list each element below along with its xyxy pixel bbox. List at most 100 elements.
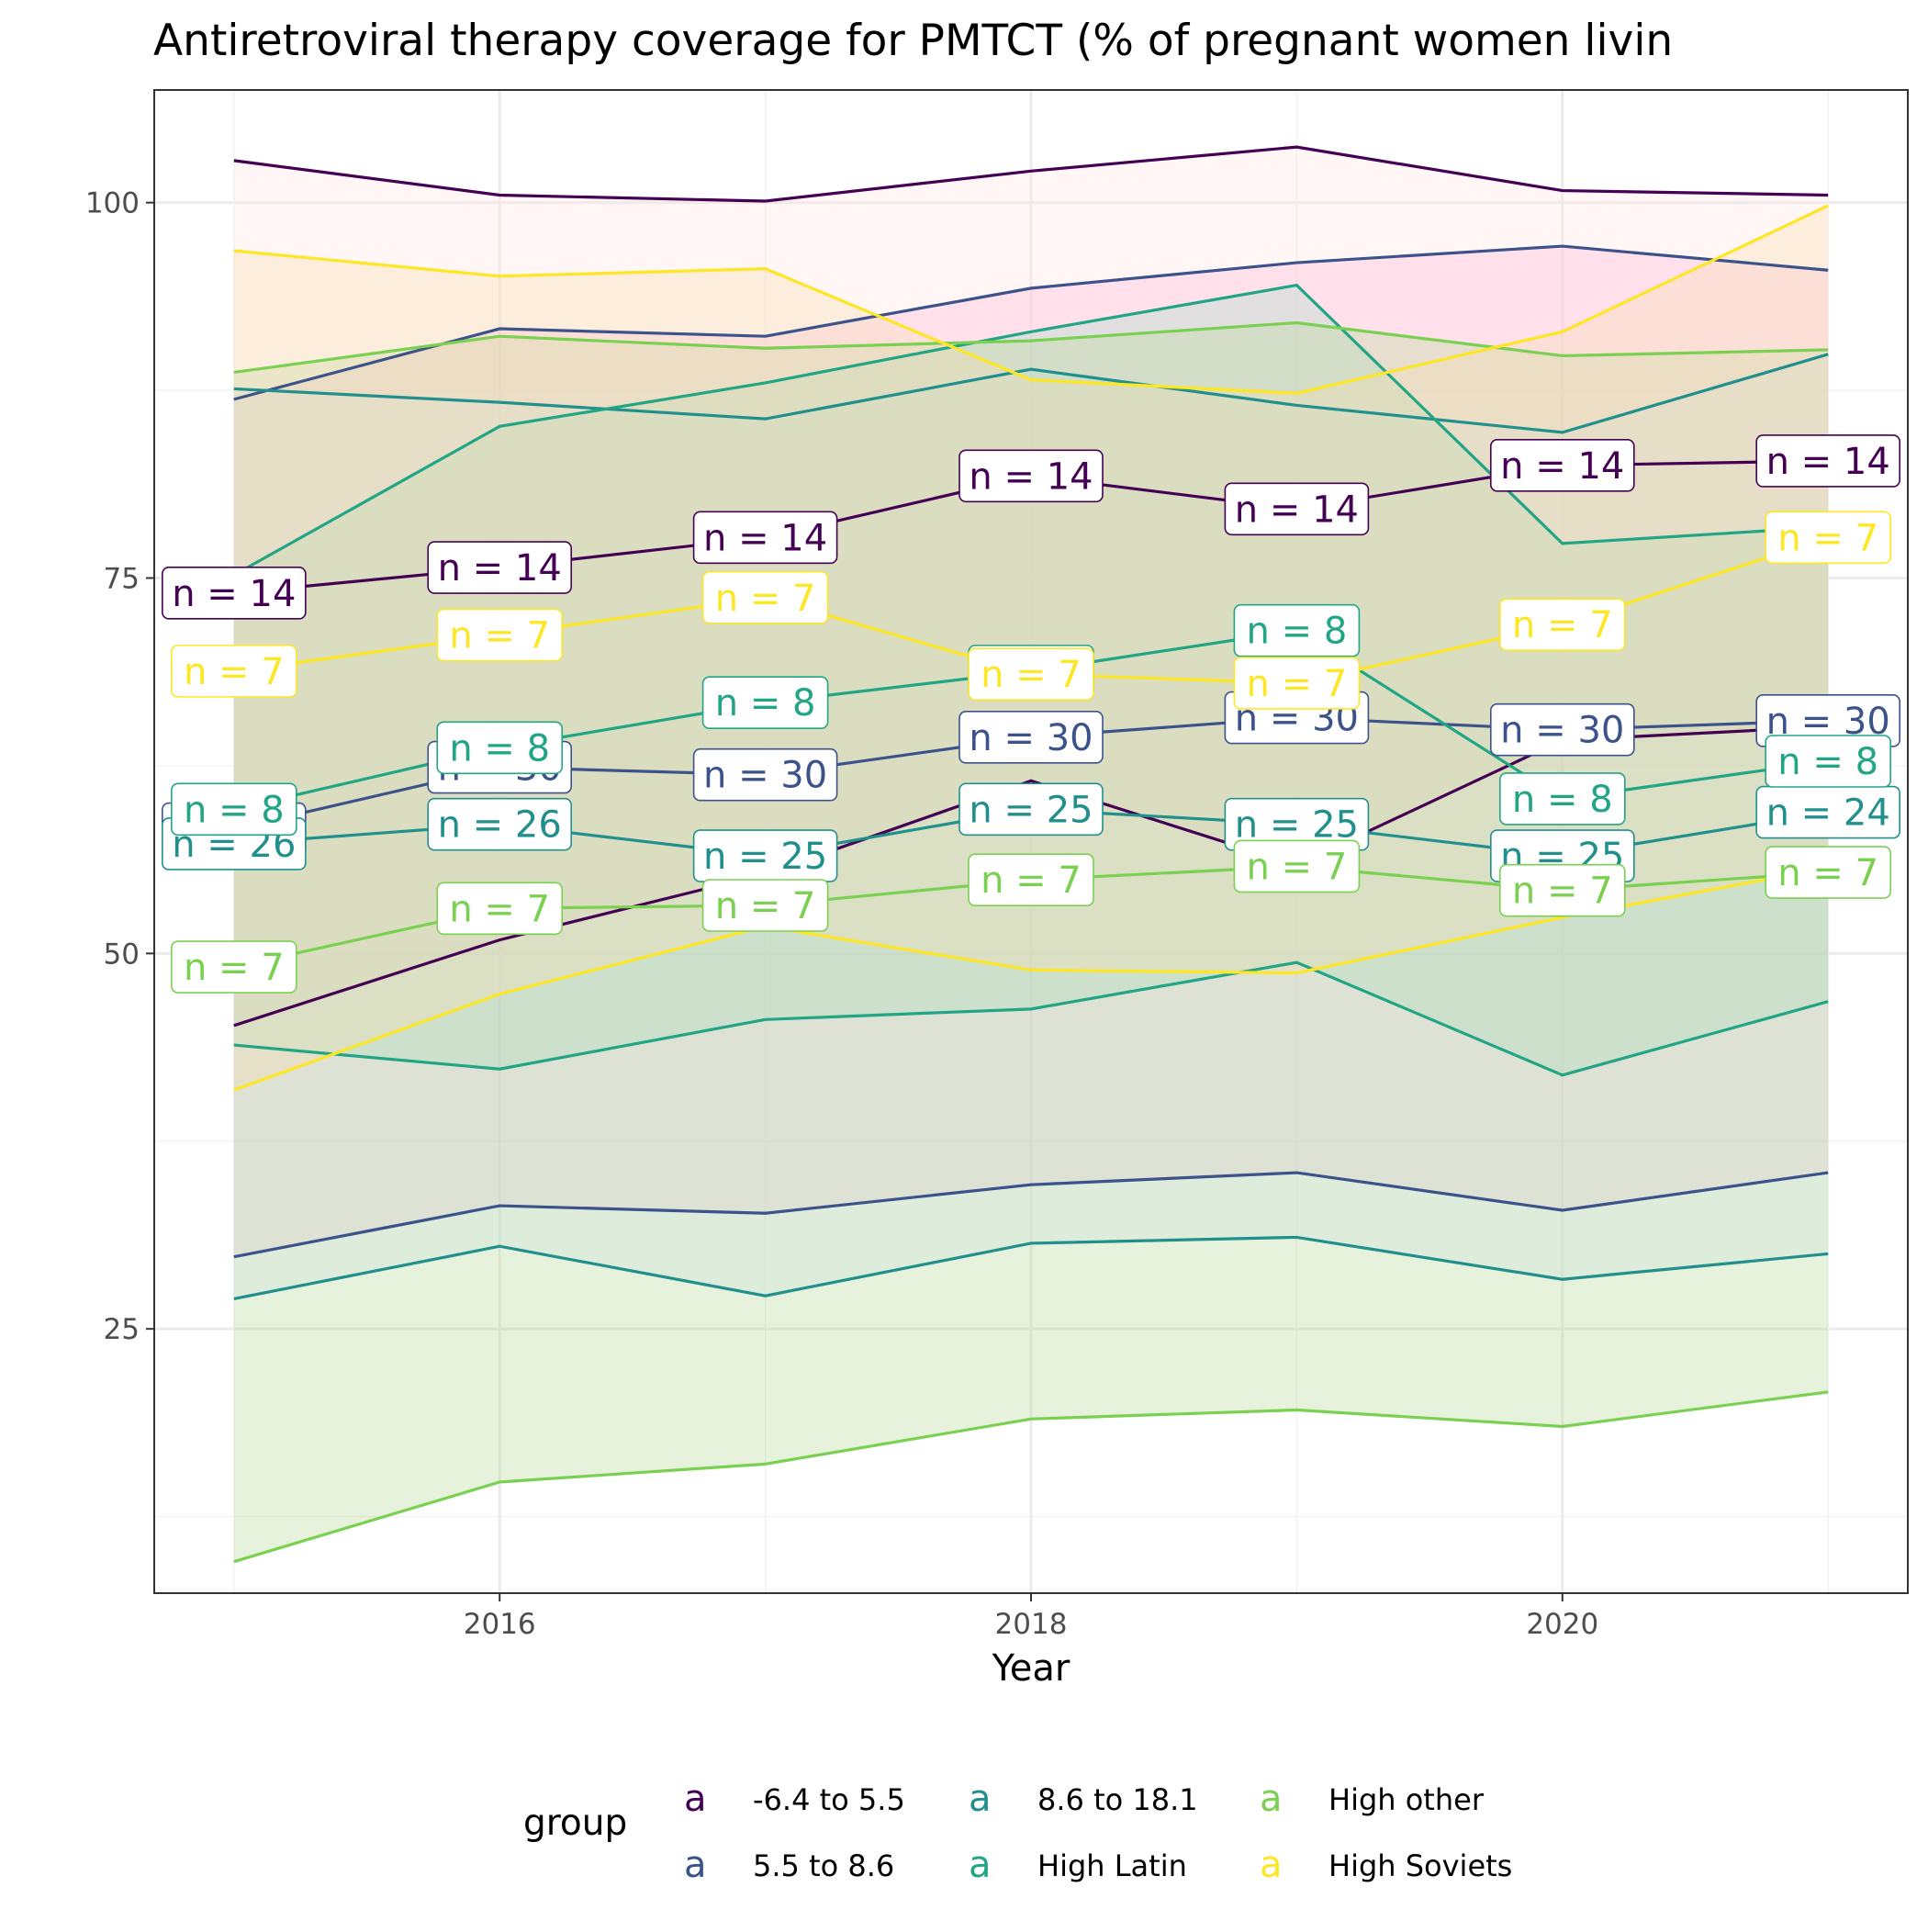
legend-key: a: [1260, 1778, 1283, 1820]
data-label-box: [692, 747, 838, 802]
data-label: n = 7: [968, 647, 1094, 701]
data-label: n = 25: [958, 782, 1104, 837]
data-label-text: n = 30: [1500, 710, 1624, 752]
data-label-text: n = 8: [1247, 611, 1348, 653]
x-tick-label: 2020: [1526, 1608, 1598, 1641]
x-tick-label: 2016: [464, 1608, 536, 1641]
legend-label: High Soviets: [1328, 1848, 1512, 1883]
data-label: n = 8: [1765, 735, 1891, 788]
data-label-text: n = 26: [438, 804, 562, 847]
data-label-text: n = 25: [1235, 804, 1359, 847]
legend-item: a 8.6 to 18.1: [969, 1778, 1198, 1820]
data-label: n = 14: [427, 541, 573, 594]
series-line-upper-High Latin: [233, 283, 1829, 577]
legend-label: High Latin: [1037, 1848, 1187, 1883]
legend-label: 8.6 to 18.1: [1037, 1782, 1198, 1817]
data-label-box: [436, 882, 564, 936]
legend-title: group: [523, 1803, 627, 1844]
series-line-upper-5.5 to 8.6: [233, 244, 1829, 401]
data-label-box: [1498, 863, 1626, 917]
data-label-box: [1489, 439, 1635, 492]
data-label-text: n = 14: [1235, 489, 1359, 531]
data-label: n = 25: [1224, 797, 1370, 851]
legend-key: a: [969, 1778, 992, 1820]
data-label-text: n = 24: [1766, 792, 1890, 835]
data-label: n = 30: [958, 711, 1104, 764]
data-label-box: [1233, 603, 1361, 657]
data-label: n = 7: [436, 882, 564, 936]
data-label-box: [436, 608, 564, 662]
data-label-box: [968, 853, 1094, 907]
data-label-text: n = 14: [1500, 445, 1624, 488]
data-label-box: [1233, 839, 1361, 893]
series-line-lower-High Latin: [233, 960, 1829, 1077]
data-label: n = 14: [692, 511, 838, 565]
data-label-box: [171, 782, 297, 837]
legend-key: a: [684, 1844, 707, 1886]
legend-items: a -6.4 to 5.5 a 5.5 to 8.6 a 8.6 to 18.1 a High…: [684, 1778, 1512, 1886]
data-label-text: n = 7: [1512, 604, 1613, 646]
ribbon-High other: [233, 322, 1829, 1562]
data-label: n = 25: [692, 829, 838, 882]
data-label-text: n = 30: [703, 755, 827, 797]
data-label-box: [1489, 702, 1635, 757]
data-label: n = 8: [701, 676, 829, 730]
data-label-text: n = 7: [1777, 852, 1878, 894]
x-axis-title: Year: [992, 1647, 1070, 1690]
legend-label: 5.5 to 8.6: [753, 1848, 894, 1883]
data-label-text: n = 25: [703, 836, 827, 878]
data-label-text: n = 14: [1766, 441, 1890, 483]
data-label-box: [701, 879, 829, 932]
data-label-box: [701, 676, 829, 730]
y-tick-label: 50: [104, 938, 140, 971]
data-label-text: n = 8: [1512, 779, 1613, 821]
data-label-text: n = 14: [438, 547, 562, 590]
data-label-box: [1224, 482, 1370, 536]
data-label: n = 24: [1755, 785, 1900, 839]
data-label: n = 7: [701, 879, 829, 932]
data-label: n = 14: [1489, 439, 1635, 492]
series-line-lower-8.6 to 18.1: [233, 1235, 1829, 1301]
data-label-text: n = 7: [1247, 663, 1348, 705]
data-label: n = 14: [958, 449, 1104, 503]
data-label-text: n = 7: [715, 578, 816, 620]
data-label-text: n = 7: [449, 888, 550, 930]
data-label-text: n = 8: [1777, 741, 1878, 783]
legend-key: a: [684, 1778, 707, 1820]
data-label: n = 7: [436, 608, 564, 662]
data-label: n = 30: [1489, 702, 1635, 757]
series-line-upper-High Soviets: [233, 204, 1829, 395]
data-label-box: [1755, 434, 1900, 488]
axis-layer: 25 50 75 100 2016 2018 2020: [85, 187, 1598, 1641]
data-label-text: n = 7: [449, 615, 550, 657]
legend-key: a: [1260, 1844, 1283, 1886]
data-label-text: n = 7: [715, 885, 816, 927]
data-label-box: [1765, 735, 1891, 788]
legend: group a -6.4 to 5.5 a 5.5 to 8.6 a 8.6 to 18.…: [523, 1778, 1512, 1886]
x-tick-label: 2018: [995, 1608, 1068, 1641]
data-label-box: [958, 449, 1104, 503]
data-label: n = 8: [436, 721, 564, 775]
data-label-box: [171, 645, 297, 698]
data-label-layer: n = 14 n = 14 n = 14 n = 14 n = 14 n = 14 n = …: [162, 434, 1900, 994]
y-tick-label: 100: [85, 187, 140, 220]
data-label-text: n = 8: [715, 682, 816, 724]
series-line-upper-8.6 to 18.1: [233, 353, 1829, 434]
data-label-text: n = 7: [1512, 871, 1613, 913]
legend-label: -6.4 to 5.5: [753, 1782, 905, 1817]
data-label-text: n = 7: [184, 947, 285, 989]
data-label: n = 7: [171, 940, 297, 994]
y-tick-label: 25: [104, 1313, 140, 1346]
legend-item: a High other: [1260, 1778, 1485, 1820]
data-label: n = 8: [1498, 772, 1626, 826]
data-label: n = 14: [1755, 434, 1900, 488]
data-label: n = 14: [1224, 482, 1370, 536]
legend-key: a: [969, 1844, 992, 1886]
data-label-box: [162, 567, 307, 620]
ribbon--6.4 to 5.5: [233, 147, 1829, 1026]
y-tick-label: 75: [104, 562, 140, 595]
data-label: n = 7: [171, 645, 297, 698]
legend-item: a High Latin: [969, 1844, 1187, 1886]
data-label-text: n = 14: [969, 455, 1093, 498]
